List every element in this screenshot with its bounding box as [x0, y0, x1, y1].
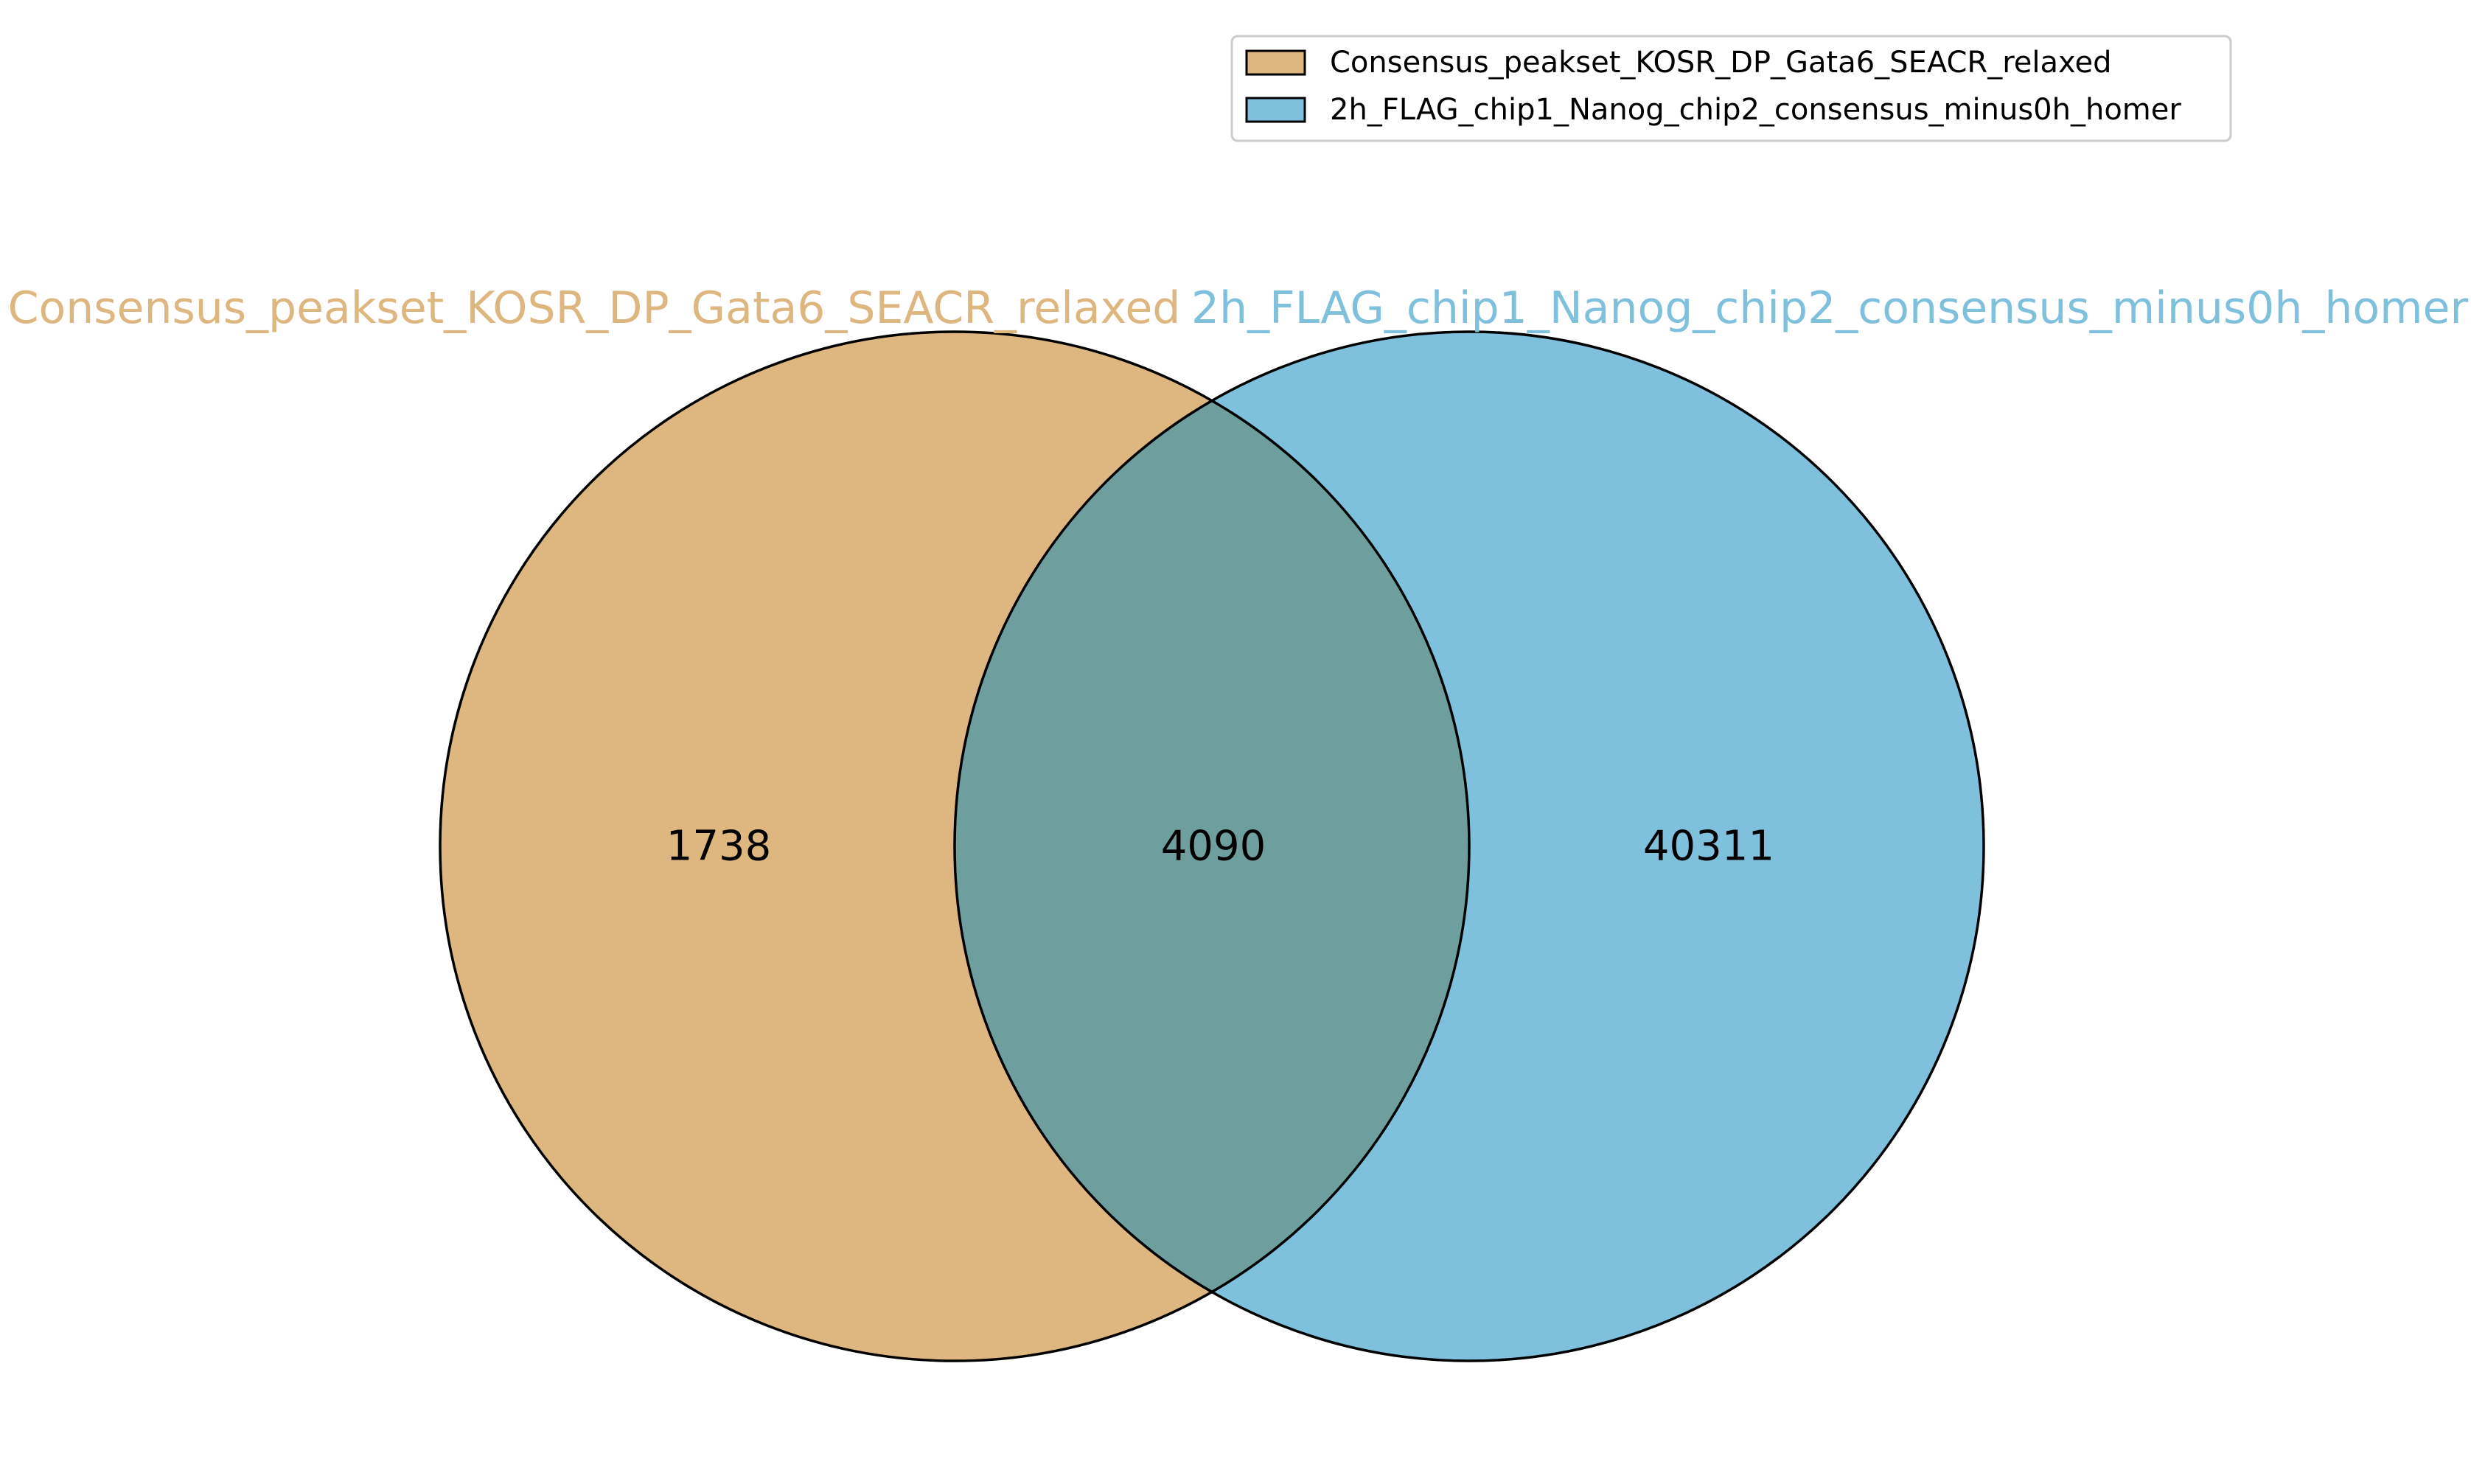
- count-only-b: 40311: [1643, 823, 1774, 871]
- legend: Consensus_peakset_KOSR_DP_Gata6_SEACR_re…: [1230, 35, 2232, 142]
- count-only-a: 1738: [666, 823, 772, 871]
- intersection-region: [955, 332, 1469, 1361]
- set-b-outline: [953, 330, 1985, 1362]
- set-a-outline: [439, 330, 1471, 1362]
- legend-label-set-b: 2h_FLAG_chip1_Nanog_chip2_consensus_minu…: [1330, 93, 2181, 127]
- legend-frame: [1230, 35, 2232, 142]
- set-a-label: Consensus_peakset_KOSR_DP_Gata6_SEACR_re…: [8, 282, 1181, 334]
- legend-label-set-a: Consensus_peakset_KOSR_DP_Gata6_SEACR_re…: [1330, 46, 2111, 80]
- legend-swatch-set-b: [1245, 97, 1306, 123]
- legend-swatch-set-a: [1245, 49, 1306, 76]
- count-intersection: 4090: [1161, 823, 1266, 871]
- set-b-label: 2h_FLAG_chip1_Nanog_chip2_consensus_minu…: [1191, 282, 2469, 334]
